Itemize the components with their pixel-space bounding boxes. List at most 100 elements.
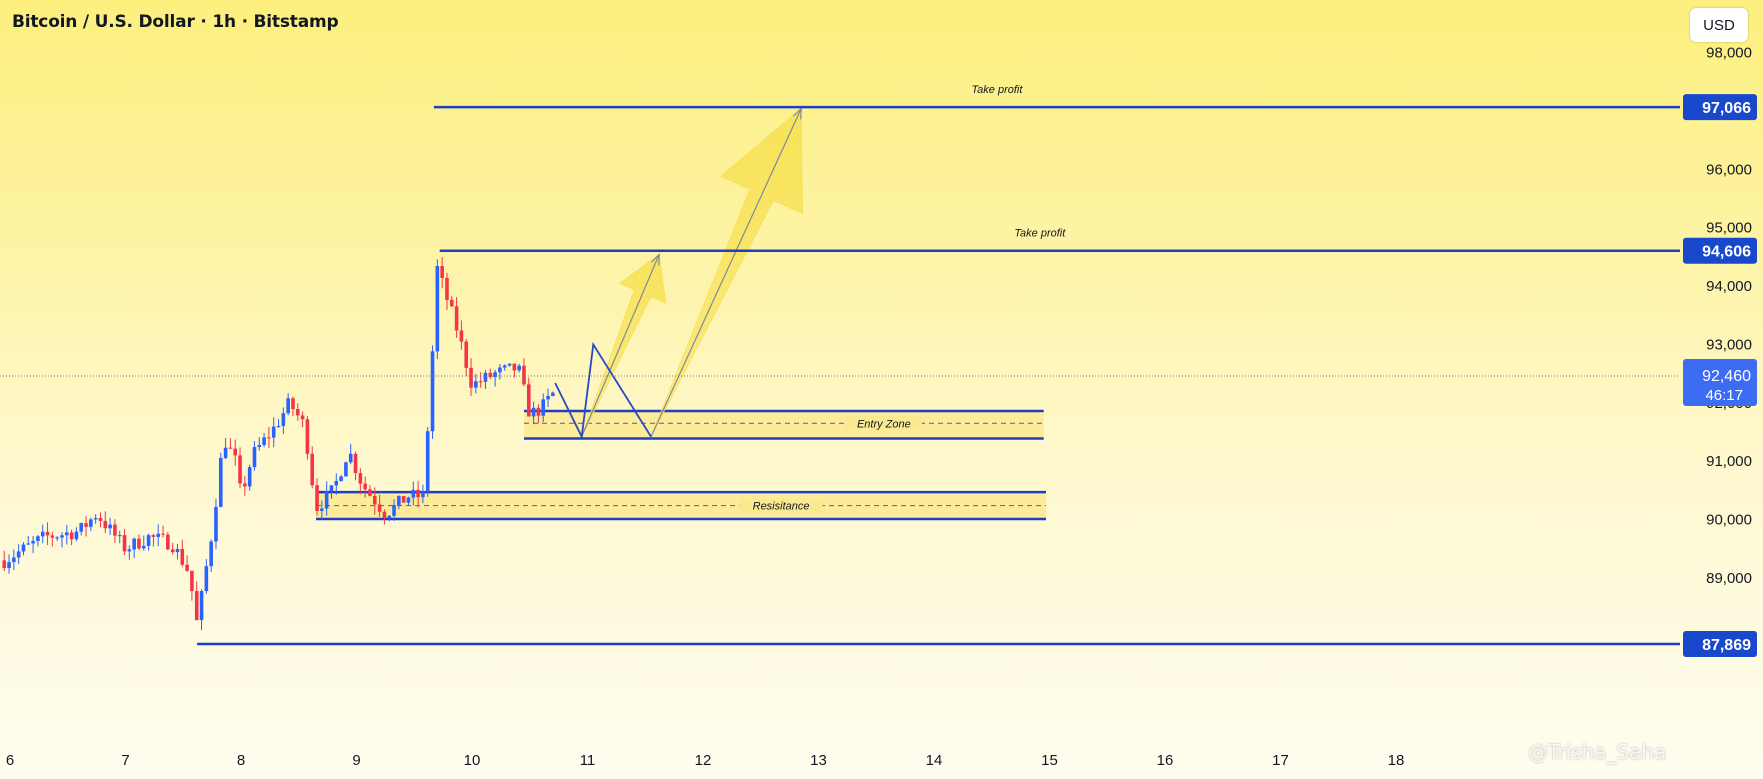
candle-body [478,381,483,383]
candle-body [7,562,11,569]
candle-body [26,543,31,545]
current-price-label: 92,460 [1702,368,1751,385]
candle-body [55,537,59,539]
candle-body [209,541,213,567]
candle-body [397,496,401,505]
x-tick-label: 17 [1272,752,1289,769]
zone-label: Entry Zone [857,418,911,430]
candle-body [199,591,204,621]
x-tick-label: 9 [352,752,360,769]
projection-arrow-1-tip [651,253,660,266]
candle-body [40,531,45,537]
y-tick-label: 94,000 [1706,278,1752,295]
y-tick-label: 90,000 [1706,512,1752,529]
candle-body [522,365,526,385]
zone-label: Resisitance [753,501,810,513]
x-tick-label: 8 [237,752,245,769]
candle-body [180,549,185,565]
candle-body [546,395,550,400]
level-label: Take profit [1014,228,1066,240]
price-tag-label: 97,066 [1702,100,1751,117]
candle-body [12,557,16,563]
candle-body [108,524,112,529]
currency-button[interactable]: USD [1690,8,1748,42]
candle-body [204,566,209,592]
candle-body [315,485,319,511]
x-tick-label: 14 [926,752,943,769]
candle-body [368,489,372,496]
y-tick-label: 95,000 [1706,220,1752,237]
candle-body [223,447,228,458]
candle-body [310,453,315,486]
x-tick-label: 11 [580,752,596,769]
candle-body [449,299,454,307]
x-tick-label: 16 [1157,752,1174,769]
candle-body [60,535,64,538]
candle-body [474,381,478,388]
candle-body [387,515,392,519]
candle-body [464,341,469,368]
candle-body [74,531,79,540]
candle-body [372,495,377,505]
candle-body [170,549,175,553]
zone-label-bg [845,416,922,430]
candle-body [392,504,396,516]
candle-body [252,447,257,468]
y-tick-label: 98,000 [1706,45,1752,62]
candle-body [300,415,305,420]
candle-body [141,545,146,549]
x-tick-label: 7 [121,752,129,769]
chart-title: Bitcoin / U.S. Dollar · 1h · Bitstamp [12,12,339,32]
candle-body [257,445,262,448]
candle-body [151,535,156,537]
candle-body [2,560,7,569]
candle-body [89,519,93,527]
candle-body [425,431,430,492]
candle-body [137,538,141,549]
candle-body [445,277,449,300]
candle-body [238,455,242,484]
candle-body [64,532,69,536]
price-tag [1683,94,1757,121]
candle-body [132,538,136,550]
candle-body [276,425,281,427]
candle-body [488,372,493,378]
x-tick-label: 15 [1041,752,1058,769]
candle-body [459,330,464,342]
candle-body [517,365,521,371]
candle-body [291,398,295,410]
projection-arrow-1-path [581,254,660,437]
y-tick-label: 93,000 [1706,336,1752,353]
candle-body [295,409,300,416]
candle-body [267,437,271,439]
candle-body [175,549,180,553]
candle-body [502,365,507,368]
candle-body [31,540,35,544]
candle-body [243,483,247,487]
candle-body [483,372,488,382]
projection-arrow-2-tip [792,107,802,120]
candle-body [84,523,88,527]
candle-body [498,367,502,373]
candle-body [541,399,546,416]
candle-body [166,534,170,550]
candle-body [127,549,132,552]
candle-body [50,535,55,538]
candle-body [334,481,339,486]
x-tick-label: 6 [6,752,14,769]
candle-body [344,462,348,477]
candle-body [122,535,127,552]
zone-box [523,411,1044,439]
candle-body [401,496,406,503]
candle-body [36,536,40,541]
candle-body [382,511,387,519]
candle-body [146,535,151,546]
price-tag [1683,237,1757,264]
candle-body [421,491,425,498]
candle-body [493,372,497,378]
candle-body [329,485,334,491]
countdown-label: 46:17 [1705,387,1743,404]
candle-body [320,508,324,511]
x-tick-label: 18 [1388,752,1405,769]
